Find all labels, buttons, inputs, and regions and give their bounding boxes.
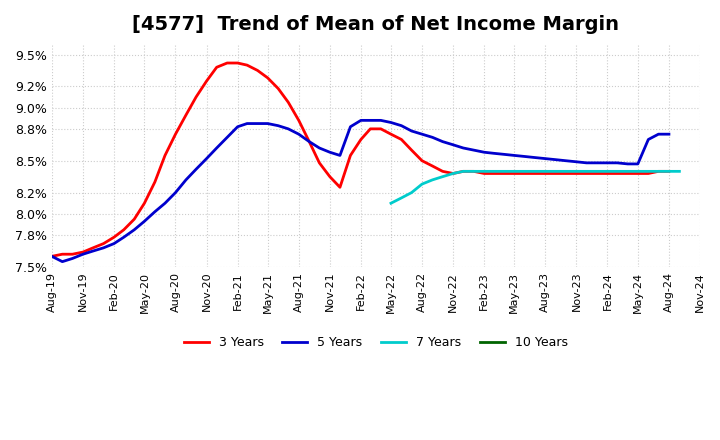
Legend: 3 Years, 5 Years, 7 Years, 10 Years: 3 Years, 5 Years, 7 Years, 10 Years <box>179 331 573 354</box>
Title: [4577]  Trend of Mean of Net Income Margin: [4577] Trend of Mean of Net Income Margi… <box>132 15 619 34</box>
